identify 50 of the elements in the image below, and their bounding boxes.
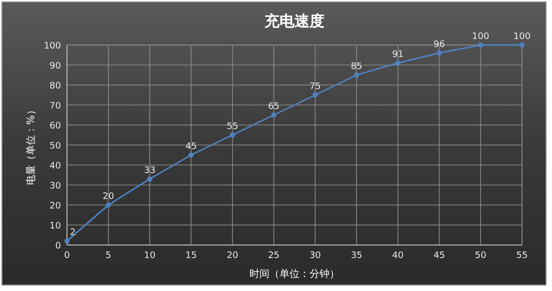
data-label: 2 (70, 228, 76, 238)
point (230, 132, 236, 138)
x-tick-label: 55 (516, 251, 528, 261)
x-tick-label: 25 (268, 251, 280, 261)
point (519, 42, 525, 48)
point (395, 60, 401, 66)
point (271, 112, 276, 118)
chart-title: 充电速度 (264, 12, 324, 30)
x-axis-title: 时间（单位：分钟） (250, 268, 340, 280)
x-tick-label: 40 (392, 251, 404, 261)
x-tick-label: 15 (185, 251, 197, 261)
y-tick-label: 60 (50, 122, 62, 132)
y-tick-label: 0 (55, 242, 62, 252)
point (312, 92, 318, 98)
x-tick-label: 50 (474, 251, 487, 261)
y-tick-label: 20 (50, 202, 62, 212)
y-axis-title: 电量（单位：%） (25, 105, 37, 185)
y-tick-label: 10 (50, 222, 62, 232)
point (106, 202, 111, 208)
data-label: 75 (309, 82, 321, 92)
x-tick-label: 0 (64, 251, 70, 261)
x-tick-label: 5 (105, 251, 112, 261)
y-tick-label: 90 (50, 62, 62, 72)
data-label: 100 (472, 32, 490, 42)
data-label: 55 (226, 122, 238, 132)
x-tick-label: 10 (144, 251, 156, 261)
y-tick-label: 80 (50, 82, 62, 92)
data-label: 20 (102, 192, 114, 202)
data-label: 100 (513, 32, 531, 42)
point (188, 152, 194, 158)
x-tick-label: 45 (434, 251, 445, 261)
y-tick-label: 40 (50, 162, 62, 172)
point (354, 72, 360, 78)
data-label: 91 (392, 50, 404, 60)
point (436, 50, 442, 56)
y-tick-label: 100 (44, 42, 62, 52)
data-label: 45 (185, 142, 197, 152)
data-label: 65 (268, 102, 280, 112)
x-tick-label: 30 (309, 251, 322, 261)
point (147, 176, 152, 182)
data-label: 85 (350, 62, 362, 72)
x-tick-label: 20 (226, 251, 238, 261)
y-tick-label: 30 (50, 182, 62, 192)
y-tick-label: 70 (50, 102, 62, 112)
data-label: 33 (144, 166, 156, 176)
point (64, 238, 70, 244)
point (478, 42, 484, 48)
y-tick-label: 50 (50, 142, 62, 152)
x-tick-label: 35 (350, 251, 362, 261)
data-label: 96 (434, 40, 446, 50)
